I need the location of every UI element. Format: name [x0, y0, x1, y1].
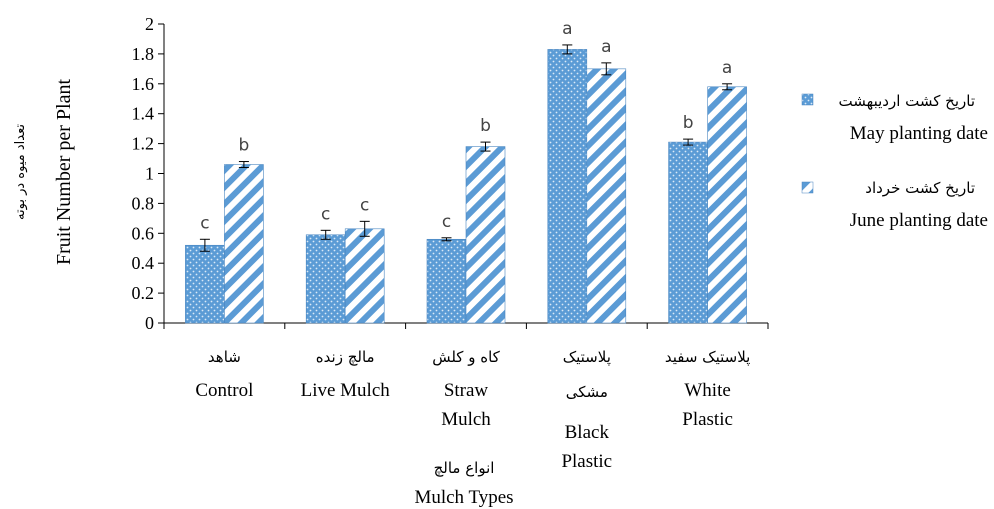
y-tick-label: 0.2: [132, 283, 155, 303]
bar-may: [668, 141, 708, 324]
significance-letter: c: [442, 212, 451, 232]
y-tick-label: 1.4: [132, 104, 155, 124]
category-label-fa: مشکی: [566, 383, 608, 401]
y-tick-label: 1.6: [132, 74, 155, 94]
x-axis-title-fa: انواع مالچ: [434, 459, 495, 477]
significance-letter: a: [601, 37, 611, 57]
category-label: Live Mulch: [301, 380, 391, 401]
y-tick-label: 0.4: [132, 253, 155, 273]
bar-june: [707, 86, 747, 324]
legend-swatch-june: [801, 181, 814, 194]
bar-may: [547, 49, 588, 324]
legend-label-fa-june: تاریخ کشت خرداد: [865, 179, 975, 197]
category-label-fa: کاه و کلش: [432, 348, 500, 366]
category-label-fa: شاهد: [208, 348, 241, 366]
legend-label-fa-may: تاریخ کشت اردیبهشت: [839, 92, 975, 110]
y-axis-title: Fruit Number per Plant: [53, 79, 75, 266]
bar-may: [185, 244, 225, 324]
bar-june: [586, 68, 627, 324]
y-axis-title-fa: تعداد میوه در بوته: [13, 124, 28, 220]
bar-june: [344, 228, 385, 324]
category-label: Mulch: [441, 409, 491, 430]
y-tick-label: 0.6: [132, 223, 155, 243]
significance-letter: a: [722, 58, 732, 78]
category-label: White: [684, 380, 730, 401]
category-label-fa: پلاستیک: [563, 348, 611, 367]
category-label: Plastic: [561, 451, 612, 472]
legend-label-may: May planting date: [850, 123, 988, 144]
category-label: Straw: [444, 380, 489, 401]
significance-letter: c: [360, 195, 369, 215]
bar-june: [465, 146, 506, 324]
category-label: Plastic: [682, 409, 733, 430]
y-tick-label: 0.8: [132, 193, 155, 213]
significance-letter: b: [239, 136, 250, 156]
category-label-fa: پلاستیک سفید: [665, 348, 751, 367]
category-label: Black: [565, 422, 610, 443]
y-tick-label: 1: [145, 164, 154, 184]
y-tick-label: 1.2: [132, 134, 155, 154]
significance-letter: c: [321, 204, 330, 224]
x-axis-title: Mulch Types: [414, 487, 513, 508]
bar-june: [224, 164, 264, 324]
y-tick-label: 2: [145, 14, 154, 34]
legend-swatch-may: [801, 93, 814, 106]
plot-area: 0 0.2 0.4 0.6 0.8 1 1.2 1.4 1.6 1.8 2 c b شاهد Control…: [132, 14, 769, 472]
significance-letter: b: [683, 113, 694, 133]
significance-letter: a: [562, 19, 572, 39]
y-tick-label: 0: [145, 313, 154, 333]
legend: تاریخ کشت اردیبهشت May planting date تار…: [801, 92, 988, 231]
legend-label-june: June planting date: [850, 210, 988, 231]
category-label-fa: مالچ زنده: [316, 348, 375, 366]
significance-letter: c: [200, 213, 209, 233]
category-label: Control: [195, 380, 253, 401]
bar-may: [305, 234, 346, 324]
significance-letter: b: [480, 116, 491, 136]
y-tick-label: 1.8: [132, 44, 155, 64]
bar-may: [426, 238, 467, 324]
